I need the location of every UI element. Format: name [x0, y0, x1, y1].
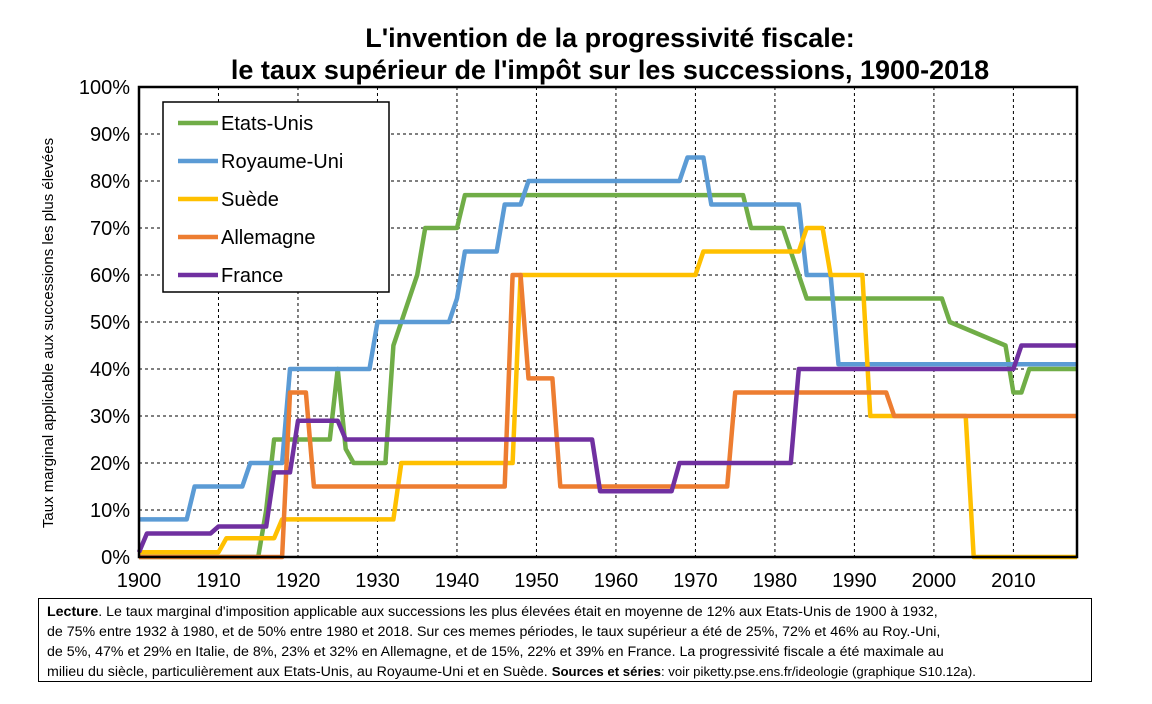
title-line-1: L'invention de la progressivité fiscale:: [365, 23, 855, 53]
x-tick-label: 2000: [912, 570, 957, 592]
legend-label: Suède: [221, 189, 279, 211]
y-tick-label: 50%: [90, 312, 130, 334]
x-tick-label: 2010: [991, 570, 1036, 592]
x-tick-label: 1950: [514, 570, 559, 592]
y-axis-label: Taux marginal applicable aux successions…: [40, 138, 57, 528]
x-tick-label: 1990: [832, 570, 877, 592]
legend: Etats-Unis Royaume-Uni Suède Allemagne Franc…: [162, 101, 390, 293]
x-tick-label: 1910: [196, 570, 241, 592]
lecture-line-1: . Le taux marginal d'imposition applicab…: [98, 604, 938, 620]
lecture-line-3: de 5%, 47% et 29% en Italie, de 8%, 23% …: [47, 644, 944, 660]
x-tick-label: 1980: [753, 570, 798, 592]
y-tick-label: 80%: [90, 171, 130, 193]
y-tick-label: 90%: [90, 124, 130, 146]
series-line-royaume-uni: [139, 155, 1077, 522]
x-tick-label: 1940: [435, 570, 480, 592]
y-tick-label: 40%: [90, 359, 130, 381]
series-line-france: [136, 343, 1077, 554]
series-lines: [136, 155, 1077, 560]
y-tick-label: 10%: [90, 500, 130, 522]
y-tick-label: 30%: [90, 406, 130, 428]
y-tick-label: 70%: [90, 218, 130, 240]
lecture-line-2: de 75% entre 1932 à 1980, et de 50% entr…: [47, 624, 941, 640]
lecture-label: Lecture: [47, 604, 99, 620]
sources-text: : voir piketty.pse.ens.fr/ideologie (gra…: [660, 664, 976, 679]
x-tick-label: 1930: [355, 570, 400, 592]
y-tick-label: 60%: [90, 265, 130, 287]
plot-frame: [137, 85, 1079, 559]
y-tick-label: 0%: [101, 547, 130, 569]
lecture-line-4: milieu du siècle, particulièrement aux E…: [47, 664, 552, 680]
x-tick-label: 1920: [276, 570, 321, 592]
title-line-2: le taux supérieur de l'impôt sur les suc…: [230, 55, 990, 85]
lecture-note: Lecture. Le taux marginal d'imposition a…: [38, 598, 1092, 682]
x-tick-label: 1970: [673, 570, 718, 592]
y-axis-ticks: 0% 10% 20% 30% 40% 50% 60% 70% 80% 90% 100%: [79, 77, 130, 569]
chart-title: L'invention de la progressivité fiscale:…: [0, 22, 1152, 86]
sources-label: Sources et séries: [551, 664, 661, 679]
y-tick-label: 20%: [90, 453, 130, 475]
legend-label: France: [221, 265, 283, 287]
x-axis-ticks: 1900 1910 1920 1930 1940 1950 1960 1970 1980 1990…: [117, 570, 1036, 592]
legend-label: Royaume-Uni: [221, 151, 343, 173]
legend-label: Allemagne: [221, 227, 316, 249]
y-tick-label: 100%: [79, 77, 130, 99]
line-chart: 0%10%20%30%40%50%60%70%80%90%100% 1900 19…: [40, 77, 1079, 592]
x-tick-label: 1900: [117, 570, 162, 592]
legend-label: Etats-Unis: [221, 113, 313, 135]
x-tick-label: 1960: [594, 570, 639, 592]
